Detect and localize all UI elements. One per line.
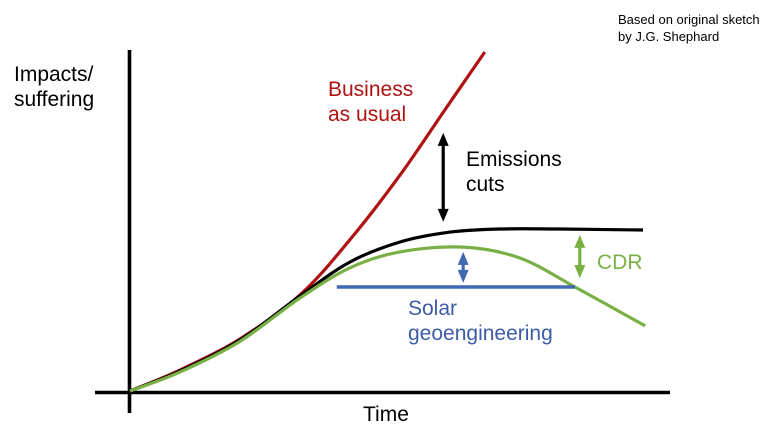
- y-axis-label-line1: Impacts/: [14, 63, 94, 86]
- series-emissions-cuts-line: [129, 227, 644, 393]
- emissions-cuts-label: Emissions cuts: [466, 147, 562, 197]
- emissions-cuts-arrow-head-bottom: [437, 208, 449, 222]
- y-axis-label-line2: suffering: [14, 88, 95, 111]
- business-as-usual-label: Business as usual: [328, 77, 413, 127]
- emissions-cuts-line2: cuts: [466, 173, 505, 196]
- series-cdr-line: [129, 245, 646, 393]
- solar-geoengineering-arrow-head-bottom: [457, 269, 469, 283]
- emissions-cuts-line1: Emissions: [466, 148, 562, 171]
- cdr-arrow-head-bottom: [574, 265, 586, 279]
- cdr-arrow-head-top: [574, 234, 586, 248]
- attribution-line1: Based on original sketch: [618, 12, 760, 27]
- attribution-line2: by J.G. Shephard: [618, 29, 720, 44]
- solar-geoengineering-line1: Solar: [408, 297, 458, 320]
- solar-geoengineering-line2: geoengineering: [408, 322, 553, 345]
- attribution-note: Based on original sketch by J.G. Shephar…: [618, 11, 760, 45]
- solar-geoengineering-arrow-head-top: [457, 251, 469, 265]
- solar-geoengineering-label: Solar geoengineering: [408, 296, 553, 346]
- business-as-usual-line1: Business: [328, 78, 414, 101]
- cdr-label: CDR: [597, 251, 643, 274]
- business-as-usual-line2: as usual: [328, 103, 407, 126]
- x-axis-label: Time: [363, 403, 409, 426]
- y-axis-label: Impacts/ suffering: [14, 62, 94, 112]
- emissions-cuts-arrow-head-top: [437, 132, 449, 146]
